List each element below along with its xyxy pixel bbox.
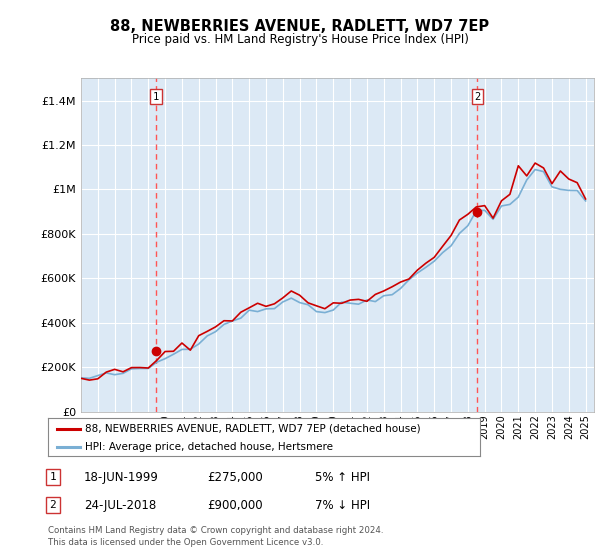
Text: £275,000: £275,000 (207, 470, 263, 484)
Text: 24-JUL-2018: 24-JUL-2018 (84, 498, 156, 512)
Text: 88, NEWBERRIES AVENUE, RADLETT, WD7 7EP (detached house): 88, NEWBERRIES AVENUE, RADLETT, WD7 7EP … (85, 424, 421, 434)
Text: 5% ↑ HPI: 5% ↑ HPI (315, 470, 370, 484)
Text: Contains HM Land Registry data © Crown copyright and database right 2024.
This d: Contains HM Land Registry data © Crown c… (48, 526, 383, 547)
Text: 7% ↓ HPI: 7% ↓ HPI (315, 498, 370, 512)
Text: HPI: Average price, detached house, Hertsmere: HPI: Average price, detached house, Hert… (85, 442, 333, 452)
Text: £900,000: £900,000 (207, 498, 263, 512)
Text: 1: 1 (49, 472, 56, 482)
Text: Price paid vs. HM Land Registry's House Price Index (HPI): Price paid vs. HM Land Registry's House … (131, 32, 469, 46)
Text: 2: 2 (49, 500, 56, 510)
Text: 1: 1 (153, 92, 159, 102)
Text: 2: 2 (474, 92, 481, 102)
Text: 88, NEWBERRIES AVENUE, RADLETT, WD7 7EP: 88, NEWBERRIES AVENUE, RADLETT, WD7 7EP (110, 20, 490, 34)
Text: 18-JUN-1999: 18-JUN-1999 (84, 470, 159, 484)
